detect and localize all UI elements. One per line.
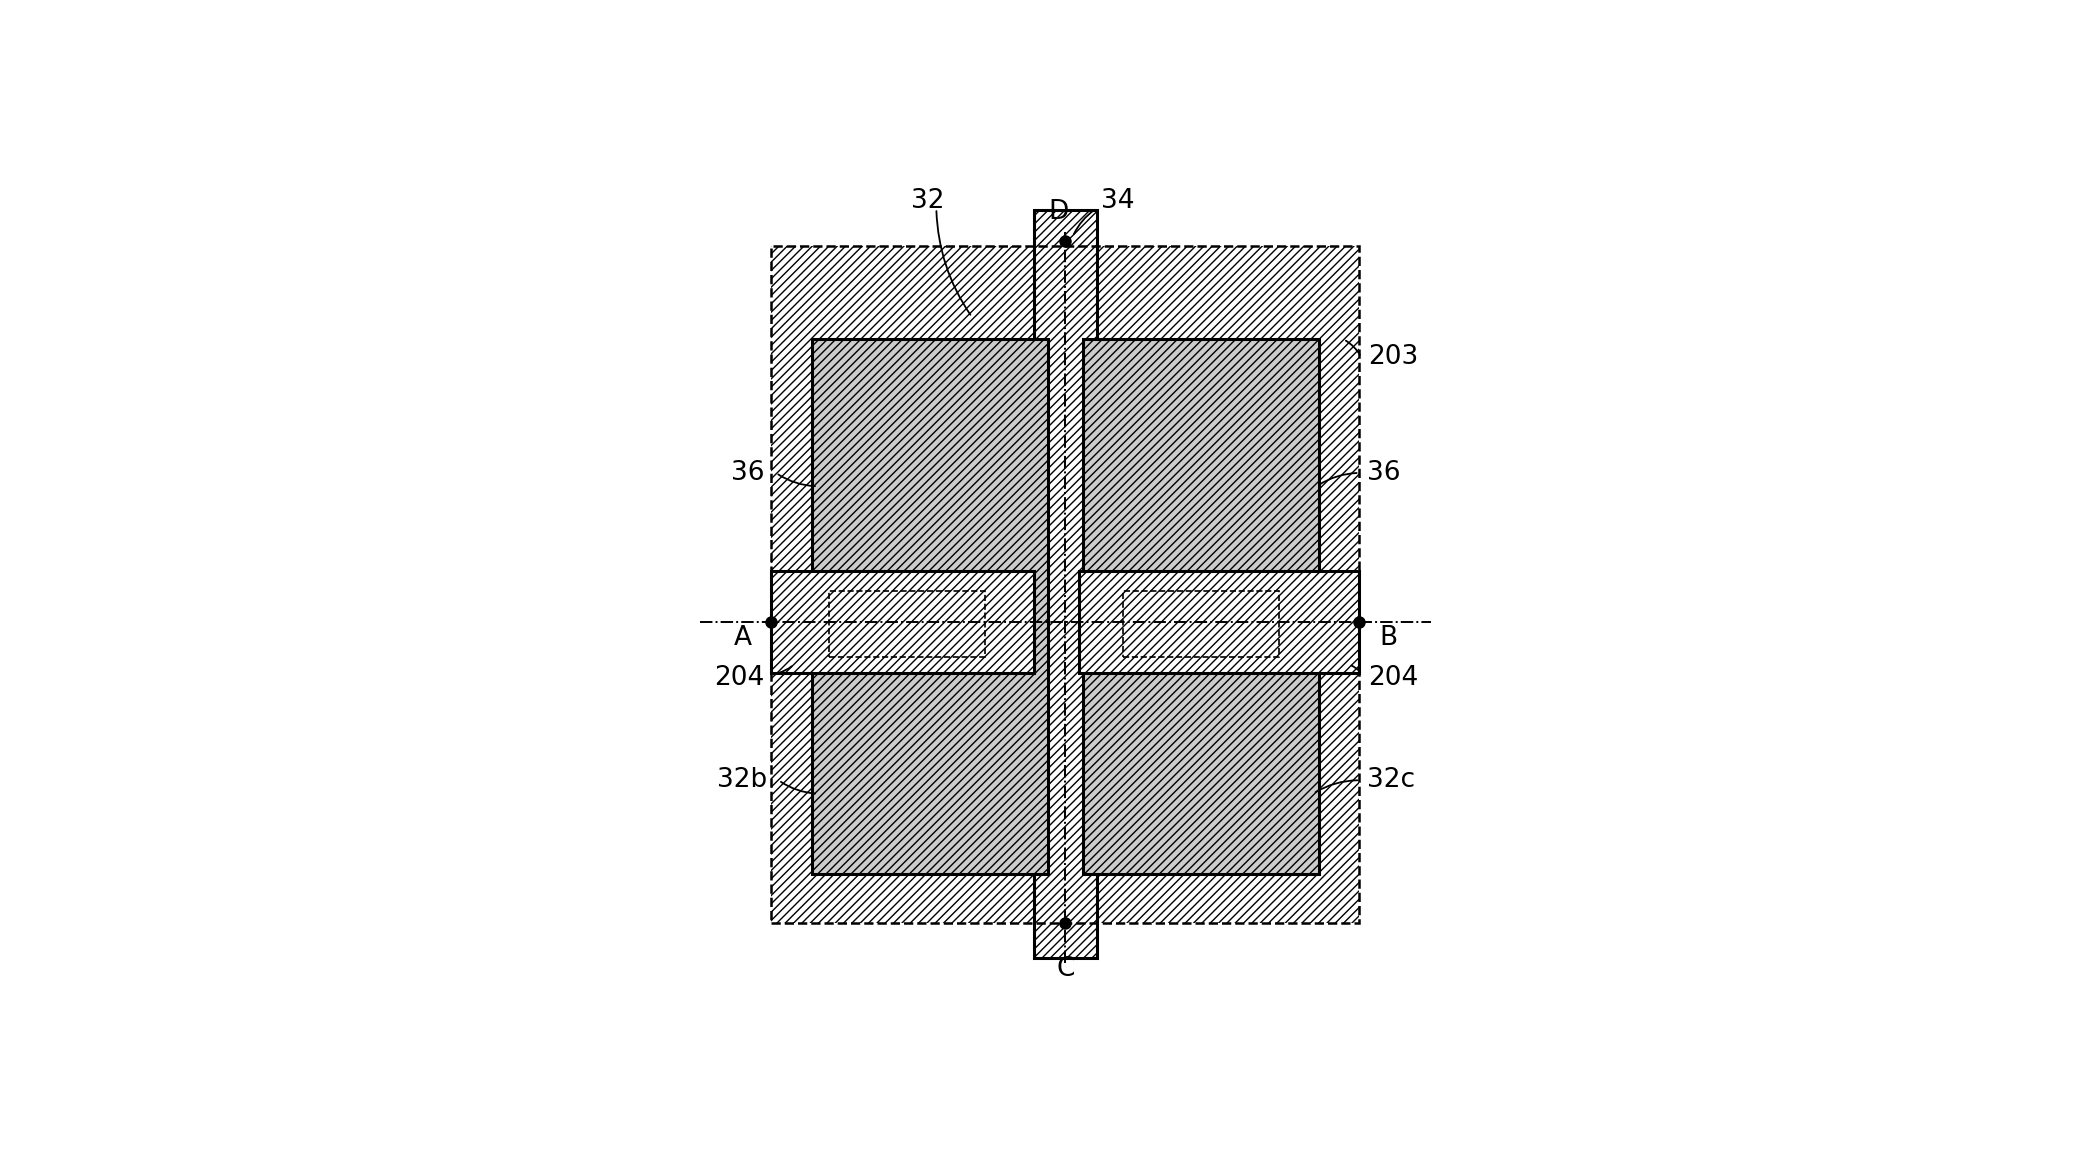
Text: B: B <box>1378 625 1397 650</box>
Bar <box>811 339 1048 874</box>
Bar <box>771 570 1035 673</box>
Bar <box>1083 339 1320 874</box>
Bar <box>1079 570 1360 673</box>
Text: 36: 36 <box>1366 460 1399 486</box>
Text: 204: 204 <box>713 665 765 691</box>
Text: 34: 34 <box>1102 189 1135 214</box>
Text: A: A <box>734 625 753 650</box>
Bar <box>1123 590 1279 657</box>
Text: 32b: 32b <box>717 767 767 794</box>
Text: 204: 204 <box>1368 665 1418 691</box>
Text: 203: 203 <box>1368 344 1418 370</box>
Text: C: C <box>1056 956 1075 982</box>
Text: 36: 36 <box>732 460 765 486</box>
Bar <box>771 245 1360 923</box>
Text: D: D <box>1048 199 1069 224</box>
Text: 32c: 32c <box>1366 767 1414 794</box>
Bar <box>771 245 1360 923</box>
Text: 32: 32 <box>911 189 944 214</box>
Bar <box>830 590 985 657</box>
Bar <box>1035 211 1096 958</box>
